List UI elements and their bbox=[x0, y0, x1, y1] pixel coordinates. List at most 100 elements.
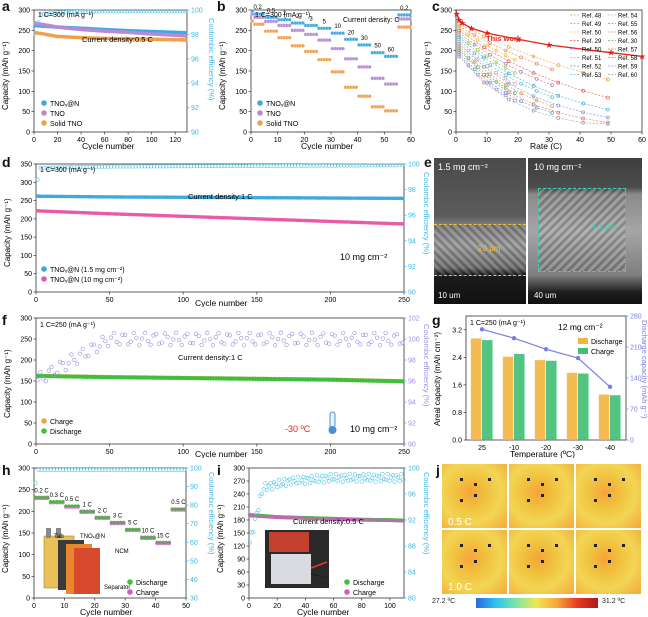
f-ce-point-25 bbox=[106, 343, 111, 349]
d-y2label: Coulombic efficiency (%) bbox=[422, 172, 430, 255]
f-ce-point-11 bbox=[66, 361, 71, 366]
a-ylabel: Capacity (mAh g⁻¹) bbox=[1, 41, 10, 110]
panel-d: d 1 C=300 (mA g⁻¹) Current density:1 C 1… bbox=[0, 152, 430, 307]
h-x-tick-label-4: 40 bbox=[152, 603, 160, 610]
h-discharge-point-5-4 bbox=[121, 520, 126, 525]
b-legend-0: TNOₓ@N bbox=[266, 101, 295, 108]
d-legend-1: TNOₓ@N (10 mg cm⁻²) bbox=[50, 277, 123, 284]
h-ce-point-8-2 bbox=[161, 467, 166, 472]
c-ref-3-point-3 bbox=[531, 71, 536, 75]
c-ref-1-point-1 bbox=[472, 33, 477, 37]
b-rate-label-4: 3 bbox=[309, 16, 313, 22]
b-series-0-point-8-4 bbox=[367, 43, 372, 47]
h-ce-point-6-0 bbox=[124, 467, 129, 472]
a-ce-point-7 bbox=[52, 10, 57, 15]
c-ref-8-point-2 bbox=[475, 56, 480, 61]
h-ce-point-7-0 bbox=[139, 467, 145, 472]
f-ce-point-87 bbox=[281, 338, 286, 343]
h-rate-label-0: 0.2 C bbox=[34, 488, 49, 494]
i-ce-point-1 bbox=[249, 530, 254, 535]
d-ce-point-54 bbox=[201, 164, 206, 169]
d-ce-point-93 bbox=[320, 163, 325, 168]
i-y-tick-label-1: 30 bbox=[237, 583, 245, 590]
i-charge-point-23 bbox=[283, 515, 288, 520]
b-series-2-point-3-4 bbox=[301, 43, 305, 48]
f-ce-point-113 bbox=[355, 339, 360, 344]
h-y-tick-label-5: 250 bbox=[18, 487, 30, 494]
f-ce-point-12 bbox=[69, 352, 74, 357]
panel-label-j: j bbox=[436, 462, 440, 478]
b-current-note: Current density: C bbox=[343, 17, 399, 24]
g-y-tick-label-4: 3.2 bbox=[452, 327, 462, 334]
h-discharge-point-6-3 bbox=[134, 527, 138, 532]
c-ref-11-point-5 bbox=[503, 85, 508, 90]
h-discharge-point-3-4 bbox=[91, 509, 96, 514]
b-series-1-point-8-4 bbox=[367, 64, 372, 69]
h-ce-point-7-1 bbox=[142, 467, 148, 472]
c-ref-12-point-1 bbox=[482, 73, 486, 77]
c-this-work-star-0: ★ bbox=[453, 9, 461, 19]
f-ce-point-84 bbox=[273, 343, 278, 348]
thermal-marker-1-0-3 bbox=[460, 565, 463, 568]
c-ref-15-point-1 bbox=[482, 80, 486, 85]
f-ce-point-105 bbox=[332, 333, 337, 338]
i-ce-point-34 bbox=[306, 476, 311, 481]
i-ce-point-42 bbox=[320, 473, 325, 478]
i-charge-point-34 bbox=[300, 516, 305, 520]
i-ce-point-16 bbox=[275, 485, 280, 490]
d-ce-point-71 bbox=[253, 163, 258, 168]
c-ref-1-point-4 bbox=[519, 55, 523, 60]
f-ce-point-0 bbox=[35, 378, 40, 383]
a-ce-point-12 bbox=[66, 10, 71, 15]
f-ce-point-122 bbox=[380, 336, 385, 341]
a-ce-point-26 bbox=[105, 9, 110, 14]
i-charge-point-6 bbox=[257, 514, 261, 518]
c-ref-4-point-5 bbox=[534, 77, 539, 81]
h-discharge-point-9-1 bbox=[173, 507, 178, 511]
h-discharge-point-3-3 bbox=[88, 509, 93, 514]
d-ce-point-97 bbox=[332, 163, 337, 168]
c-legend-left-5: Ref. 51 bbox=[582, 56, 602, 62]
f-ce-point-91 bbox=[292, 341, 298, 346]
c-ref-3-point-0 bbox=[457, 28, 461, 33]
d-legend-0: TNOₓ@N (1.5 mg cm⁻²) bbox=[50, 267, 125, 274]
a-legend-2: Solid TNO bbox=[50, 121, 83, 128]
c-ref-5-point-2 bbox=[475, 47, 480, 52]
c-ref-11-point-4 bbox=[494, 79, 499, 84]
f-ce-point-10 bbox=[63, 367, 68, 373]
d-ce-point-119 bbox=[400, 163, 405, 168]
i-y-tick-label-9: 270 bbox=[233, 479, 245, 486]
thermal-marker-0-0-3 bbox=[460, 499, 463, 502]
c-ref-0-point-1 bbox=[482, 34, 486, 38]
f-ce-point-6 bbox=[52, 372, 57, 378]
d-ce-point-29 bbox=[124, 164, 129, 169]
c-ref-0-point-0 bbox=[457, 21, 461, 26]
panel-i: i Current density:0.5 C Discharge Charge… bbox=[215, 458, 430, 617]
h-y-tick-label-4: 200 bbox=[18, 509, 30, 516]
d-y-tick-label-4: 200 bbox=[20, 216, 32, 223]
c-ref-10-line bbox=[458, 45, 553, 107]
f-ce-point-24 bbox=[103, 339, 108, 344]
thermal-grid bbox=[442, 464, 642, 594]
a-series-1-point-59 bbox=[183, 34, 188, 38]
thermometer-icon bbox=[328, 411, 337, 434]
h-discharge-point-0-1 bbox=[36, 495, 41, 500]
h-y2-tick-label-7: 100 bbox=[190, 466, 202, 473]
h-ce-point-3-3 bbox=[88, 467, 93, 472]
h-charge-point-2-4 bbox=[76, 505, 80, 509]
i-y-tick-label-4: 120 bbox=[233, 544, 245, 551]
h-ce-point-5-1 bbox=[112, 467, 117, 472]
f-current-note: Current density:1 C bbox=[178, 353, 243, 362]
i-charge-point-30 bbox=[294, 516, 298, 520]
c-this-work-star-6: ★ bbox=[545, 40, 553, 50]
d-ce-point-22 bbox=[103, 164, 108, 169]
b-x-tick-label-2: 20 bbox=[300, 137, 308, 144]
h-x-tick-label-3: 30 bbox=[121, 603, 129, 610]
f-ce-point-30 bbox=[120, 332, 125, 337]
h-rate-label-1: 0.3 C bbox=[50, 493, 65, 499]
g-y2-tick-label-4: 280 bbox=[630, 314, 642, 321]
i-charge-point-80 bbox=[372, 518, 376, 522]
d-ce-point-49 bbox=[185, 164, 190, 169]
i-ce-point-76 bbox=[378, 479, 383, 484]
d-ce-point-63 bbox=[228, 164, 233, 169]
